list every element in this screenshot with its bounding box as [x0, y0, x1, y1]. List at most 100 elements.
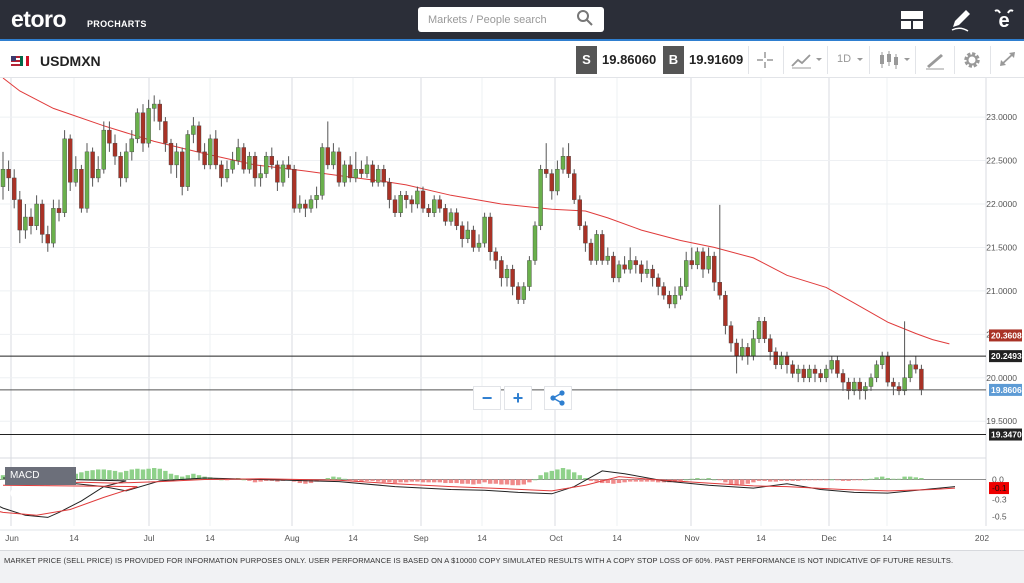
macd-histogram-bar — [768, 479, 773, 482]
macd-histogram-bar — [650, 479, 655, 482]
share-button[interactable] — [544, 386, 572, 410]
macd-histogram-bar — [252, 479, 258, 483]
macd-histogram-bar — [376, 479, 381, 482]
chart-type-button[interactable] — [783, 46, 825, 74]
macd-histogram-bar — [426, 479, 431, 483]
candle-body — [151, 103, 157, 109]
macd-histogram-bar — [628, 479, 633, 482]
candle-body — [454, 212, 459, 226]
macd-value-label: -0.1 — [992, 483, 1007, 493]
macd-histogram-bar — [846, 479, 851, 481]
candle-body — [768, 338, 773, 352]
candle-body — [258, 173, 263, 179]
candle-body — [706, 255, 711, 270]
zoom-out-button[interactable]: − — [473, 386, 501, 410]
macd-indicator-label[interactable]: MACD (12,26,9) — [5, 467, 76, 499]
macd-histogram-bar — [264, 479, 269, 481]
y-tick-label: 21.0000 — [986, 286, 1017, 296]
candles — [0, 95, 924, 400]
settings-button[interactable] — [954, 46, 988, 74]
candle-body — [297, 203, 302, 209]
macd-histogram-bar — [756, 479, 762, 481]
macd-histogram-bar — [348, 479, 353, 481]
candle-body — [6, 169, 11, 179]
candle-body — [308, 199, 314, 209]
candle-body — [667, 295, 672, 305]
candle-body — [460, 225, 465, 239]
macd-histogram-bar — [174, 475, 179, 480]
candles-button[interactable] — [869, 46, 913, 74]
candle-body — [320, 147, 325, 196]
x-tick-label: 14 — [756, 533, 766, 543]
candle-body — [0, 169, 6, 187]
candle-body — [521, 286, 526, 300]
candle-body — [516, 286, 521, 300]
search-input[interactable] — [418, 7, 578, 32]
candle-body — [796, 368, 801, 374]
macd-histogram-bar — [303, 479, 308, 484]
etoro-e-icon[interactable]: e — [989, 6, 1019, 34]
macd-histogram-bar — [891, 478, 896, 480]
candle-body — [510, 268, 515, 287]
candle-body — [426, 208, 431, 213]
edit-icon[interactable] — [946, 6, 976, 34]
macd-histogram-bar — [499, 479, 504, 485]
candle-body — [919, 368, 924, 391]
candle-body — [476, 242, 482, 248]
macd-histogram-bar — [275, 479, 280, 482]
candle-body — [471, 229, 476, 248]
macd-histogram-bar — [644, 479, 650, 482]
candle-body — [247, 156, 252, 170]
x-tick-label: 14 — [205, 533, 215, 543]
y-tick-label: 21.5000 — [986, 242, 1017, 252]
sell-price-box[interactable]: S 19.86060 — [576, 46, 656, 74]
chart-type-icon — [791, 54, 822, 69]
macd-histogram-bar — [639, 479, 644, 482]
macd-histogram-bar — [566, 469, 571, 480]
candle-body — [219, 164, 224, 179]
macd-histogram-bar — [863, 479, 868, 481]
buy-tag: B — [663, 46, 684, 74]
chart-toolbar — [0, 43, 1024, 78]
candle-body — [689, 260, 694, 266]
crosshair-button[interactable] — [748, 46, 780, 74]
y-tick-label: 22.5000 — [986, 156, 1017, 166]
macd-histogram-bar — [544, 472, 549, 480]
etoro-logo[interactable]: etoro — [11, 6, 67, 32]
candle-body — [532, 225, 538, 261]
candle-body — [370, 164, 375, 183]
macd-histogram-bar — [420, 479, 426, 483]
macd-histogram-bar — [381, 479, 386, 483]
macd-histogram-bar — [353, 479, 358, 481]
sell-tag: S — [576, 46, 597, 74]
candle-body — [751, 338, 756, 357]
candle-body — [398, 195, 403, 213]
drawing-button[interactable] — [915, 46, 953, 74]
y-tick-label: 20.0000 — [986, 373, 1017, 383]
interval-selector[interactable]: 1D — [827, 46, 867, 74]
candle-body — [740, 347, 745, 357]
candle-body — [67, 138, 73, 183]
search-icon[interactable] — [576, 9, 594, 27]
candle-body — [908, 364, 913, 378]
macd-histogram-bar — [135, 468, 140, 480]
macd-histogram-bar — [387, 479, 392, 483]
x-tick-label: Aug — [284, 533, 299, 543]
candle-body — [779, 355, 784, 365]
zoom-in-button[interactable]: + — [504, 386, 532, 410]
macd-histogram-bar — [146, 468, 151, 480]
search-box[interactable] — [418, 7, 604, 32]
buy-price-box[interactable]: B 19.91609 — [663, 46, 743, 74]
candle-body — [818, 373, 823, 378]
fullscreen-button[interactable] — [990, 46, 1024, 74]
candle-body — [275, 164, 280, 183]
candle-body — [600, 234, 605, 261]
price-chart[interactable]: 23.000022.500022.000021.500021.000020.50… — [0, 78, 1024, 550]
fullscreen-icon — [1000, 52, 1015, 66]
macd-histogram-bar — [852, 479, 857, 481]
layout-icon[interactable] — [897, 6, 927, 34]
macd-value-bg — [989, 482, 1009, 495]
macd-histogram-bar — [476, 479, 482, 484]
candle-body — [493, 251, 498, 261]
macd-histogram-bar — [152, 468, 157, 480]
